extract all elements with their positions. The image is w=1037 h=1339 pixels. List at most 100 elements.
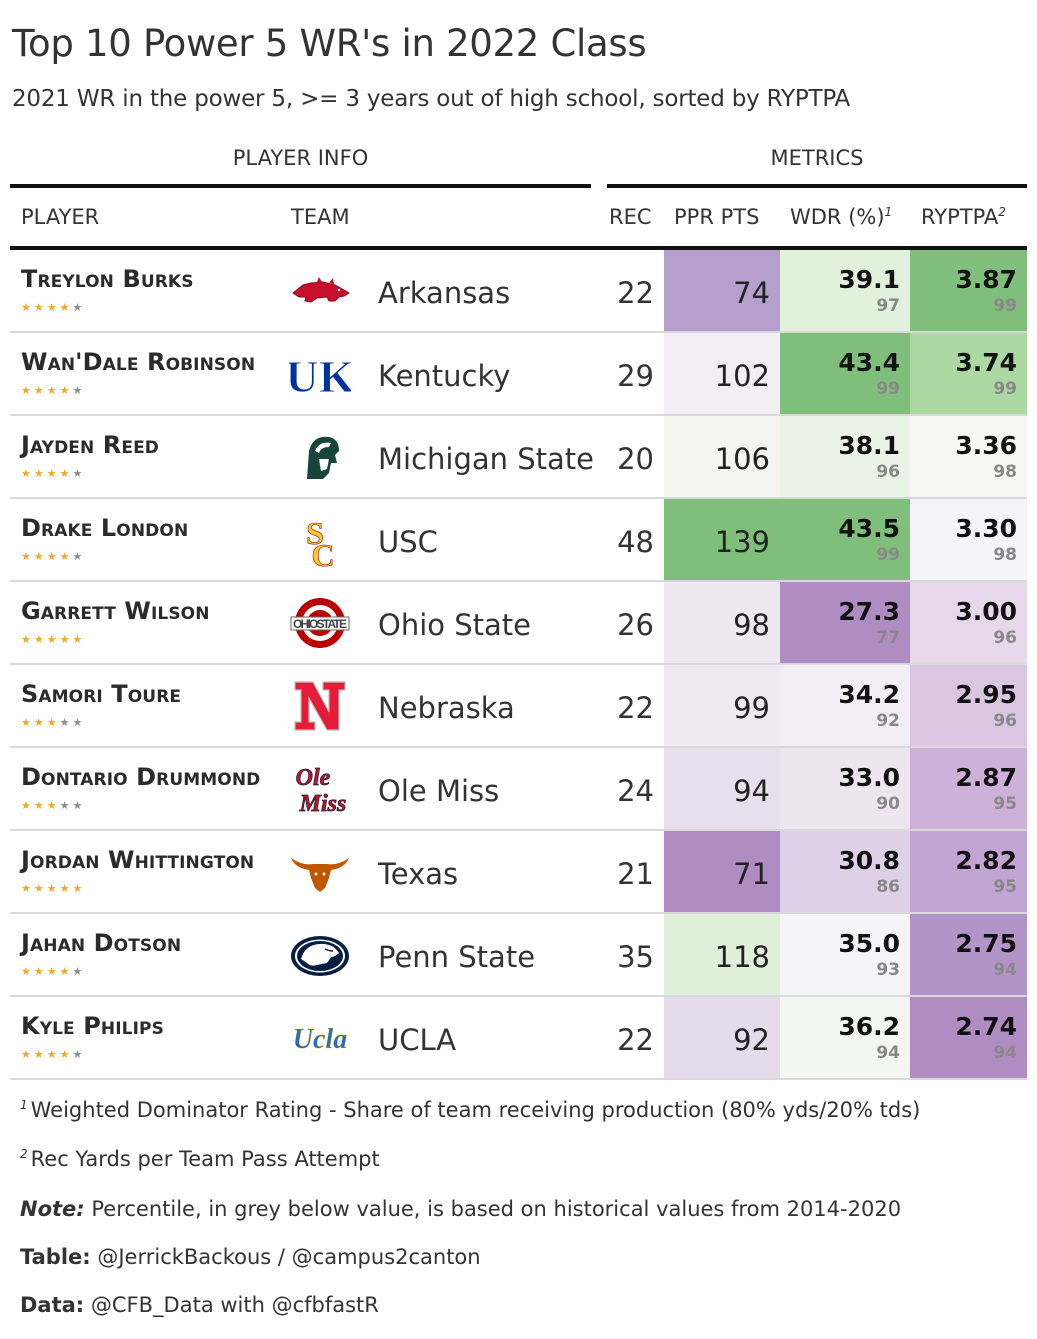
wdr-percentile: 86 [876, 877, 900, 897]
nebraska-n-logo [289, 678, 351, 734]
star-icon: ★ [33, 467, 47, 480]
wdr-percentile: 92 [876, 711, 900, 731]
star-icon: ★ [72, 301, 86, 314]
ryptpa-percentile: 94 [993, 1043, 1017, 1063]
team-name: Michigan State [378, 442, 594, 476]
star-icon: ★ [33, 301, 47, 314]
star-rating: ★★★★★ [21, 467, 85, 480]
wdr-cell: 34.2 92 [780, 665, 910, 746]
penn-state-lion-logo [289, 927, 351, 983]
ryptpa-percentile: 99 [993, 379, 1017, 399]
wdr-value: 38.1 [838, 431, 900, 460]
table-row: 106 38.1 96 3.36 98 Jayden Reed ★★★★★ Michigan … [10, 416, 1027, 499]
svg-text:OHIOSTATE: OHIOSTATE [293, 617, 347, 631]
ppr-value: 74 [733, 276, 770, 310]
star-icon: ★ [21, 467, 34, 480]
star-icon: ★ [33, 716, 47, 729]
svg-text:C: C [311, 537, 334, 568]
column-header-ryptpa: RYPTPA2 [921, 205, 1006, 229]
svg-text:UK: UK [289, 351, 351, 402]
star-icon: ★ [46, 965, 60, 978]
player-name: Samori Toure [21, 680, 182, 708]
ppr-cell: 102 [664, 333, 780, 414]
ppr-cell: 99 [664, 665, 780, 746]
wdr-cell: 33.0 90 [780, 748, 910, 829]
star-icon: ★ [46, 716, 60, 729]
ryptpa-value: 3.87 [955, 265, 1017, 294]
star-icon: ★ [59, 301, 73, 314]
ryptpa-value: 2.95 [955, 680, 1017, 709]
star-icon: ★ [33, 384, 47, 397]
ppr-cell: 106 [664, 416, 780, 497]
team-name: UCLA [378, 1023, 457, 1057]
ryptpa-cell: 2.95 96 [910, 665, 1027, 746]
svg-text:Ole: Ole [296, 765, 331, 791]
table-title: Top 10 Power 5 WR's in 2022 Class [12, 22, 647, 65]
ppr-value: 118 [714, 940, 770, 974]
star-icon: ★ [59, 882, 73, 895]
rec-value: 21 [617, 857, 654, 891]
player-name: Garrett Wilson [21, 597, 210, 625]
wdr-cell: 43.5 99 [780, 499, 910, 580]
star-icon: ★ [46, 799, 60, 812]
wdr-percentile: 90 [876, 794, 900, 814]
spanner-player-info: PLAYER INFO [232, 146, 369, 170]
ryptpa-percentile: 94 [993, 960, 1017, 980]
star-icon: ★ [21, 550, 34, 563]
column-header-rec: REC [609, 205, 652, 229]
rec-value: 24 [617, 774, 654, 808]
star-icon: ★ [21, 716, 34, 729]
ryptpa-cell: 2.74 94 [910, 997, 1027, 1078]
ppr-value: 98 [733, 608, 770, 642]
star-icon: ★ [59, 633, 73, 646]
team-name: Ohio State [378, 608, 531, 642]
star-icon: ★ [59, 965, 73, 978]
star-icon: ★ [46, 882, 60, 895]
ryptpa-value: 2.74 [955, 1012, 1017, 1041]
spanner-metrics-rule [607, 184, 1027, 188]
player-name: Drake London [21, 514, 189, 542]
star-icon: ★ [21, 882, 34, 895]
star-icon: ★ [72, 965, 86, 978]
star-rating: ★★★★★ [21, 1048, 85, 1061]
ryptpa-value: 3.36 [955, 431, 1017, 460]
wdr-cell: 27.3 77 [780, 582, 910, 663]
wdr-percentile: 77 [876, 628, 900, 648]
star-rating: ★★★★★ [21, 799, 85, 812]
ppr-value: 94 [733, 774, 770, 808]
ppr-value: 102 [714, 359, 770, 393]
ryptpa-percentile: 96 [993, 711, 1017, 731]
wdr-percentile: 93 [876, 960, 900, 980]
star-icon: ★ [72, 882, 86, 895]
texas-longhorn-logo [289, 844, 351, 900]
star-icon: ★ [46, 1048, 60, 1061]
star-rating: ★★★★★ [21, 882, 85, 895]
ryptpa-cell: 3.87 99 [910, 250, 1027, 331]
wdr-percentile: 97 [876, 296, 900, 316]
ohio-state-logo: OHIOSTATE [289, 595, 351, 651]
wdr-percentile: 99 [876, 379, 900, 399]
ole-miss-script-logo: Ole Miss [289, 761, 351, 818]
wdr-percentile: 94 [876, 1043, 900, 1063]
team-name: Kentucky [378, 359, 511, 393]
wdr-value: 43.5 [838, 514, 900, 543]
ppr-cell: 94 [664, 748, 780, 829]
wdr-cell: 39.1 97 [780, 250, 910, 331]
star-icon: ★ [72, 1048, 86, 1061]
star-icon: ★ [72, 716, 86, 729]
star-icon: ★ [33, 965, 47, 978]
star-icon: ★ [33, 799, 47, 812]
spanner-metrics: METRICS [770, 146, 864, 170]
player-name: Jayden Reed [21, 431, 159, 459]
star-rating: ★★★★★ [21, 550, 85, 563]
star-icon: ★ [21, 1048, 34, 1061]
table-row: 94 33.0 90 2.87 95 Dontario Drummond ★★★★★ Ole M… [10, 748, 1027, 831]
rec-value: 26 [617, 608, 654, 642]
wdr-value: 27.3 [838, 597, 900, 626]
star-rating: ★★★★★ [21, 301, 85, 314]
team-name: Arkansas [378, 276, 511, 310]
wdr-value: 34.2 [838, 680, 900, 709]
star-icon: ★ [59, 467, 73, 480]
ryptpa-value: 3.00 [955, 597, 1017, 626]
